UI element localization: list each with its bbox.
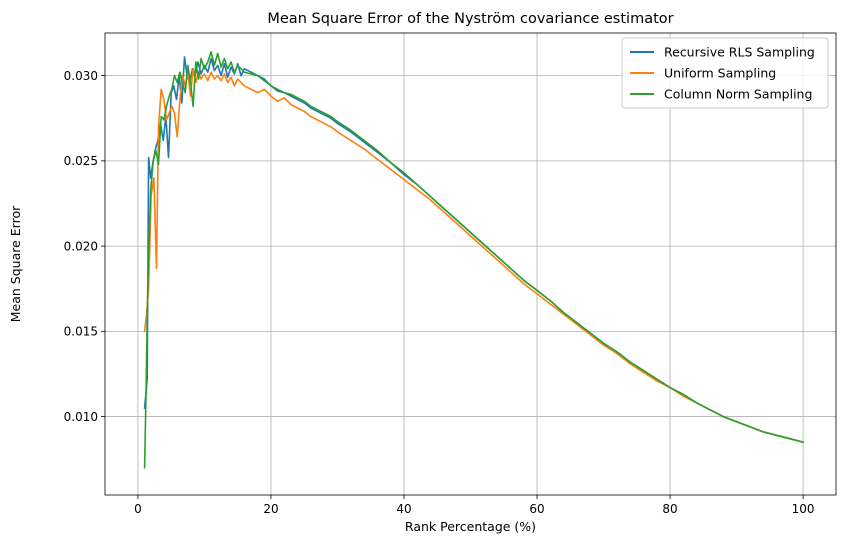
- x-tick-label: 40: [396, 502, 411, 516]
- series-line: [143, 56, 805, 444]
- legend-label: Recursive RLS Sampling: [664, 45, 815, 60]
- x-tick-label: 100: [792, 502, 815, 516]
- y-tick-label: 0.020: [64, 239, 98, 253]
- x-tick-label: 0: [134, 502, 142, 516]
- legend-label: Column Norm Sampling: [664, 87, 812, 102]
- chart-title: Mean Square Error of the Nyström covaria…: [267, 11, 673, 27]
- x-tick-label: 20: [263, 502, 278, 516]
- y-tick-label: 0.025: [64, 154, 98, 168]
- x-axis-label: Rank Percentage (%): [405, 519, 536, 534]
- tick-layer: 0 20 40 60 80 100 0.010 0.015 0.020 0.025 0.030: [64, 69, 815, 516]
- legend: Recursive RLS Sampling Uniform Sampling Co…: [621, 37, 829, 109]
- series-layer: [143, 51, 805, 469]
- plot-area-frame: [104, 32, 837, 496]
- x-tick-label: 80: [662, 502, 677, 516]
- y-tick-label: 0.010: [64, 410, 98, 424]
- x-tick-label: 60: [529, 502, 544, 516]
- series-line: [143, 51, 805, 469]
- y-tick-label: 0.015: [64, 325, 98, 339]
- series-line: [143, 68, 805, 444]
- y-axis-label: Mean Square Error: [8, 205, 23, 322]
- legend-box: [621, 37, 829, 109]
- legend-label: Uniform Sampling: [664, 66, 776, 81]
- y-tick-label: 0.030: [64, 69, 98, 83]
